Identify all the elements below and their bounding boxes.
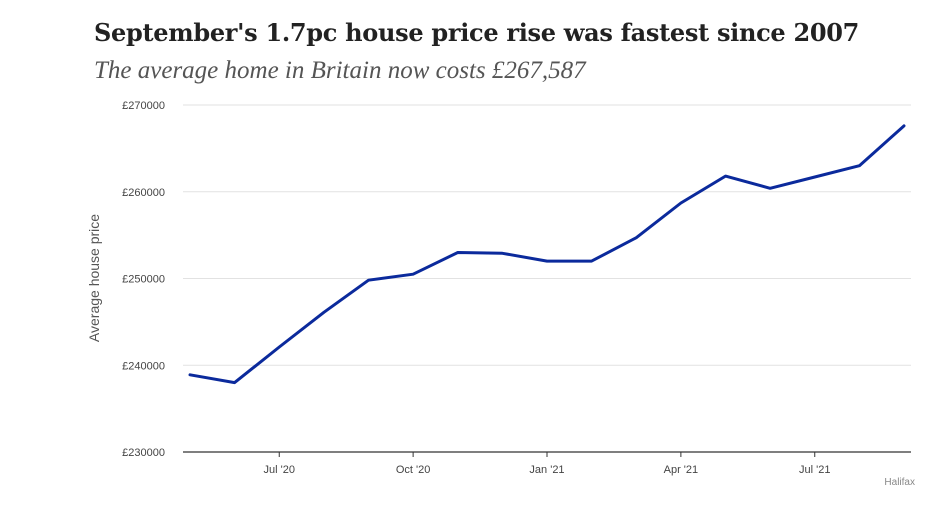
data-point [546,260,549,263]
price-line [188,124,906,385]
y-tick-label: £240000 [122,360,165,372]
data-point [724,175,727,178]
data-point [189,373,192,376]
data-point [412,273,415,276]
source-label: Halifax [884,477,915,488]
chart-title: September's 1.7pc house price rise was f… [94,18,860,47]
x-tick-label: Oct '20 [396,464,431,476]
data-point [233,381,236,384]
data-point [278,346,281,349]
data-point [858,164,861,167]
data-point [590,260,593,263]
x-tick-label: Jan '21 [529,464,564,476]
data-point [769,187,772,190]
y-tick-label: £250000 [122,274,165,286]
data-point [456,251,459,254]
data-point [501,252,504,255]
data-point [635,236,638,239]
chart-subtitle: The average home in Britain now costs £2… [94,57,586,84]
data-point [813,176,816,179]
y-tick-label: £270000 [122,100,165,112]
x-tick-label: Jul '21 [799,464,830,476]
data-point [322,311,325,314]
x-tick-label: Jul '20 [264,464,295,476]
y-tick-label: £260000 [122,187,165,199]
y-tick-label: £230000 [122,447,165,459]
data-point [903,124,906,127]
x-tick-label: Apr '21 [664,464,699,476]
data-point [367,279,370,282]
data-point [679,202,682,205]
